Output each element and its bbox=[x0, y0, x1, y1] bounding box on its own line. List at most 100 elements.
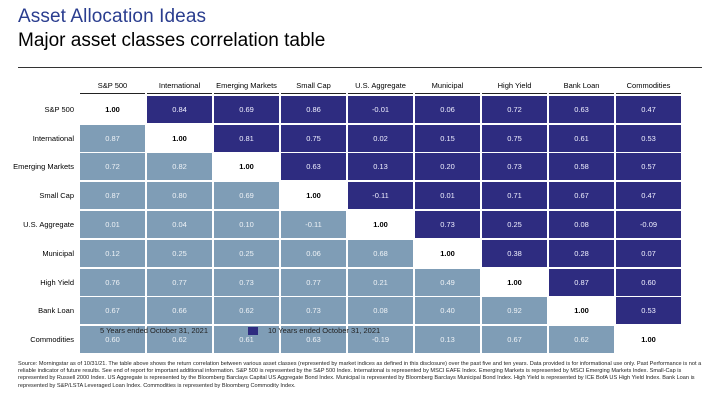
correlation-cell-10yr: 0.73 bbox=[415, 210, 480, 238]
correlation-cell-10yr: 0.84 bbox=[147, 95, 212, 123]
correlation-cell-5yr: 0.62 bbox=[549, 326, 614, 354]
correlation-cell-10yr: 0.73 bbox=[482, 153, 547, 181]
correlation-cell-5yr: 0.21 bbox=[348, 268, 413, 296]
correlation-cell-10yr: 0.01 bbox=[415, 182, 480, 210]
correlation-cell-5yr: 0.01 bbox=[80, 210, 145, 238]
source-footnote: Source: Morningstar as of 10/31/21. The … bbox=[18, 361, 702, 389]
correlation-cell-5yr: -0.19 bbox=[348, 326, 413, 354]
column-header: Municipal bbox=[415, 80, 480, 94]
correlation-cell-5yr: 0.61 bbox=[214, 326, 279, 354]
correlation-cell-5yr: 0.25 bbox=[214, 239, 279, 267]
correlation-cell-10yr: 0.75 bbox=[482, 124, 547, 152]
correlation-cell-5yr: 0.80 bbox=[147, 182, 212, 210]
correlation-cell-10yr: 0.53 bbox=[616, 124, 681, 152]
column-header: High Yield bbox=[482, 80, 547, 94]
correlation-cell-10yr: 0.08 bbox=[549, 210, 614, 238]
correlation-cell-10yr: 0.02 bbox=[348, 124, 413, 152]
correlation-cell-10yr: 0.53 bbox=[616, 297, 681, 325]
correlation-cell-5yr: 0.67 bbox=[80, 297, 145, 325]
correlation-cell-10yr: 0.07 bbox=[616, 239, 681, 267]
column-header: S&P 500 bbox=[80, 80, 145, 94]
correlation-cell-5yr: 0.72 bbox=[80, 153, 145, 181]
diagonal-cell: 1.00 bbox=[214, 153, 279, 181]
legend: 5 Years ended October 31, 2021 10 Years … bbox=[80, 326, 380, 335]
correlation-cell-5yr: 0.76 bbox=[80, 268, 145, 296]
diagonal-cell: 1.00 bbox=[616, 326, 681, 354]
diagonal-cell: 1.00 bbox=[147, 124, 212, 152]
correlation-cell-5yr: 0.92 bbox=[482, 297, 547, 325]
row-label: Small Cap bbox=[39, 191, 74, 201]
title-divider bbox=[18, 67, 702, 68]
correlation-cell-5yr: 0.77 bbox=[147, 268, 212, 296]
correlation-cell-5yr: 0.66 bbox=[147, 297, 212, 325]
column-header: Bank Loan bbox=[549, 80, 614, 94]
correlation-cell-5yr: 0.63 bbox=[281, 326, 346, 354]
correlation-cell-5yr: 0.62 bbox=[147, 326, 212, 354]
correlation-cell-10yr: 0.15 bbox=[415, 124, 480, 152]
correlation-cell-5yr: 0.82 bbox=[147, 153, 212, 181]
correlation-cell-10yr: 0.86 bbox=[281, 95, 346, 123]
column-header: Small Cap bbox=[281, 80, 346, 94]
correlation-cell-10yr: 0.47 bbox=[616, 95, 681, 123]
row-label: High Yield bbox=[40, 277, 74, 287]
diagonal-cell: 1.00 bbox=[415, 239, 480, 267]
correlation-cell-10yr: 0.60 bbox=[616, 268, 681, 296]
row-label: Emerging Markets bbox=[13, 162, 74, 172]
correlation-cell-5yr: 0.08 bbox=[348, 297, 413, 325]
correlation-cell-10yr: 0.75 bbox=[281, 124, 346, 152]
correlation-table: S&P 500 International Emerging Markets Smal… bbox=[13, 80, 681, 354]
correlation-cell-5yr: 0.73 bbox=[281, 297, 346, 325]
table-corner bbox=[18, 80, 78, 94]
correlation-cell-10yr: 0.81 bbox=[214, 124, 279, 152]
correlation-cell-10yr: 0.63 bbox=[549, 95, 614, 123]
correlation-cell-10yr: 0.67 bbox=[549, 182, 614, 210]
legend-swatch-5yr bbox=[80, 326, 90, 335]
correlation-cell-10yr: -0.11 bbox=[348, 182, 413, 210]
correlation-cell-5yr: 0.87 bbox=[80, 182, 145, 210]
legend-swatch-10yr bbox=[248, 326, 259, 335]
correlation-cell-10yr: 0.13 bbox=[348, 153, 413, 181]
correlation-cell-10yr: -0.09 bbox=[616, 210, 681, 238]
diagonal-cell: 1.00 bbox=[281, 182, 346, 210]
diagonal-cell: 1.00 bbox=[482, 268, 547, 296]
correlation-cell-5yr: 0.73 bbox=[214, 268, 279, 296]
correlation-cell-10yr: 0.57 bbox=[616, 153, 681, 181]
correlation-cell-10yr: 0.38 bbox=[482, 239, 547, 267]
correlation-cell-5yr: 0.06 bbox=[281, 239, 346, 267]
legend-label-5yr: 5 Years ended October 31, 2021 bbox=[100, 326, 209, 335]
diagonal-cell: 1.00 bbox=[549, 297, 614, 325]
correlation-cell-5yr: 0.13 bbox=[415, 326, 480, 354]
correlation-cell-5yr: 0.25 bbox=[147, 239, 212, 267]
correlation-cell-5yr: 0.40 bbox=[415, 297, 480, 325]
correlation-cell-5yr: 0.10 bbox=[214, 210, 279, 238]
correlation-cell-10yr: 0.25 bbox=[482, 210, 547, 238]
column-header: Emerging Markets bbox=[214, 80, 279, 94]
legend-label-10yr: 10 Years ended October 31, 2021 bbox=[268, 326, 381, 335]
row-label: Commodities bbox=[30, 335, 74, 345]
correlation-cell-10yr: 0.72 bbox=[482, 95, 547, 123]
correlation-cell-10yr: 0.58 bbox=[549, 153, 614, 181]
diagonal-cell: 1.00 bbox=[348, 210, 413, 238]
correlation-cell-5yr: 0.12 bbox=[80, 239, 145, 267]
correlation-cell-5yr: 0.49 bbox=[415, 268, 480, 296]
correlation-cell-10yr: 0.20 bbox=[415, 153, 480, 181]
correlation-cell-10yr: 0.63 bbox=[281, 153, 346, 181]
column-header: Commodities bbox=[616, 80, 681, 94]
correlation-cell-5yr: 0.87 bbox=[80, 124, 145, 152]
row-label: U.S. Aggregate bbox=[23, 219, 74, 229]
correlation-cell-5yr: 0.62 bbox=[214, 297, 279, 325]
page-subtitle: Major asset classes correlation table bbox=[18, 30, 326, 51]
page-title: Asset Allocation Ideas bbox=[18, 6, 207, 27]
column-header: International bbox=[147, 80, 212, 94]
row-label: International bbox=[32, 133, 74, 143]
correlation-cell-5yr: 0.04 bbox=[147, 210, 212, 238]
diagonal-cell: 1.00 bbox=[80, 95, 145, 123]
correlation-cell-10yr: 0.47 bbox=[616, 182, 681, 210]
correlation-cell-10yr: 0.69 bbox=[214, 95, 279, 123]
row-label: Municipal bbox=[42, 248, 74, 258]
row-label: S&P 500 bbox=[44, 104, 74, 114]
correlation-cell-5yr: 0.60 bbox=[80, 326, 145, 354]
correlation-cell-5yr: 0.69 bbox=[214, 182, 279, 210]
correlation-cell-10yr: 0.28 bbox=[549, 239, 614, 267]
correlation-cell-5yr: -0.11 bbox=[281, 210, 346, 238]
